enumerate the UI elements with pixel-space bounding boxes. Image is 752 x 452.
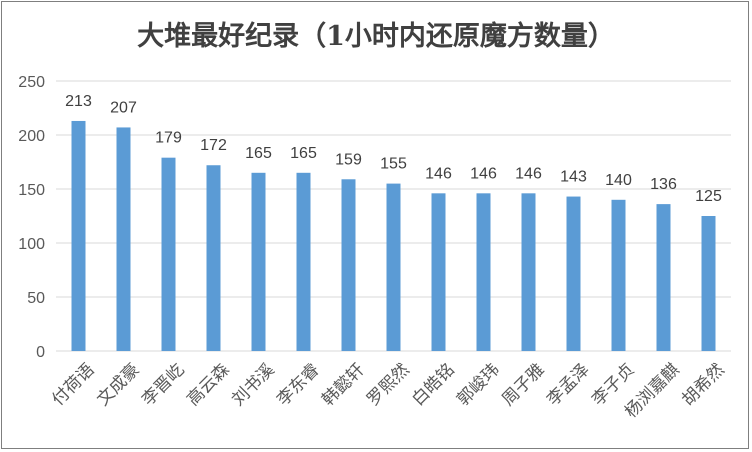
x-tick-label: 郭峻玮 [453,360,502,409]
bar [386,183,401,351]
data-label: 125 [695,188,722,205]
y-tick-label: 50 [27,290,45,307]
x-tick-label: 李孟泽 [543,360,592,409]
bar [341,179,356,351]
bar [71,120,86,352]
data-label: 165 [290,145,317,162]
bar [296,172,311,351]
bar [476,193,491,351]
data-label: 146 [515,165,542,182]
x-tick-label: 周子雅 [498,360,547,409]
x-tick-label: 李晋屹 [138,360,187,409]
bar [521,193,536,351]
y-tick-label: 200 [18,128,45,145]
data-label: 165 [245,145,272,162]
data-label: 155 [380,156,407,173]
bar [251,172,266,351]
x-tick-label: 胡希然 [678,360,727,409]
x-tick-label: 罗熙然 [363,360,412,409]
bar [656,204,671,351]
chart-title: 大堆最好纪录（1小时内还原魔方数量） [137,21,615,52]
bar [701,216,716,351]
data-label: 213 [65,93,92,110]
data-label: 143 [560,169,587,186]
x-tick-label: 刘书溪 [228,360,277,409]
data-label: 146 [425,165,452,182]
data-label: 179 [155,130,182,147]
y-tick-label: 100 [18,236,45,253]
x-tick-label: 李东睿 [273,360,322,409]
bar [161,157,176,351]
x-tick-label: 付荷语 [48,360,97,409]
y-tick-label: 150 [18,182,45,199]
x-tick-label: 韩懿轩 [318,360,367,409]
y-tick-label: 250 [18,74,45,91]
bar [431,193,446,351]
data-label: 207 [110,99,137,116]
data-label: 140 [605,172,632,189]
data-label: 159 [335,151,362,168]
x-tick-label: 白皓铭 [408,360,457,409]
x-tick-label: 高云森 [183,360,232,409]
data-label: 172 [200,137,227,154]
x-tick-label: 文成豪 [93,359,143,409]
bar [206,165,221,351]
y-tick-label: 0 [36,344,45,361]
data-label: 136 [650,176,677,193]
data-label: 146 [470,165,497,182]
bar [611,199,626,351]
bar [566,196,581,351]
bar [116,127,131,351]
